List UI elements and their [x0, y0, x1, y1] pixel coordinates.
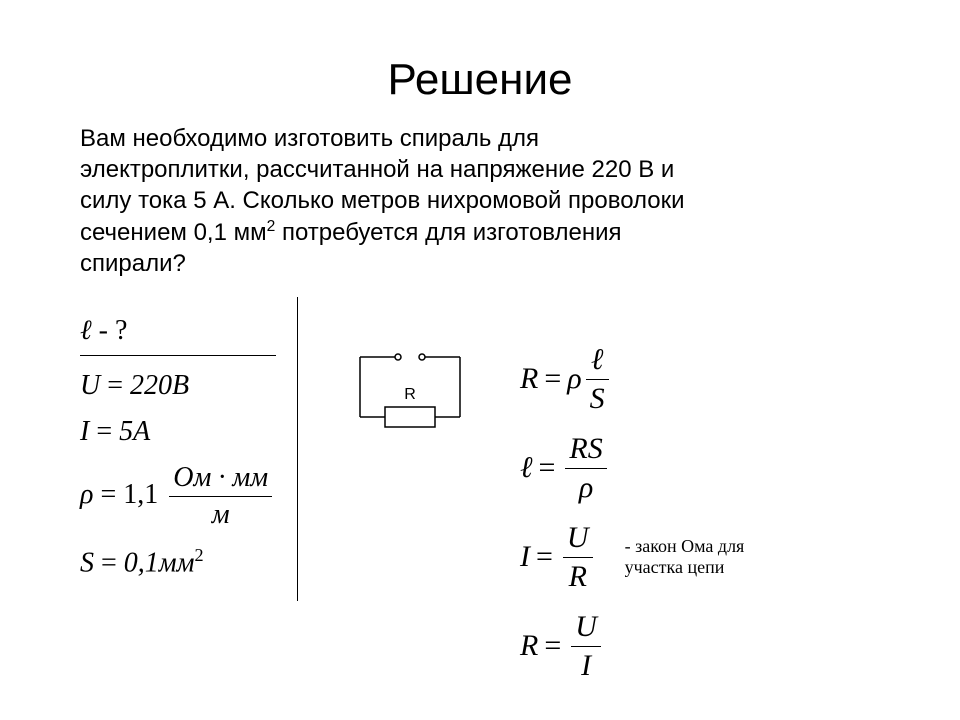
problem-line: электроплитки, рассчитанной на напряжени… [80, 156, 674, 183]
fraction: RS ρ [565, 432, 606, 505]
equals: = [544, 362, 561, 396]
formula-column: R = ρ ℓ S ℓ = RS ρ I = [520, 327, 744, 699]
lhs: R [520, 362, 538, 396]
equals: = [96, 416, 112, 447]
formula-ell: ℓ = RS ρ [520, 432, 744, 505]
denominator: м [169, 497, 272, 531]
numerator: U [563, 521, 593, 558]
superscript: 2 [195, 545, 204, 565]
numerator: ℓ [586, 343, 609, 380]
equals: = [539, 451, 556, 485]
formula-R-from-UI: R = U I [520, 610, 744, 683]
S-value: 0,1мм [117, 547, 195, 578]
lhs: ℓ [520, 451, 533, 485]
problem-line: спирали? [80, 250, 186, 277]
fraction: U I [571, 610, 601, 683]
resistor-label: R [404, 386, 416, 403]
superscript: 2 [267, 218, 276, 235]
denominator: S [586, 380, 609, 416]
given-list: ℓ - ? U = 220B I = 5A ρ = 1,1 Ом · мм м … [80, 297, 298, 601]
fraction: ℓ S [586, 343, 609, 416]
numerator: Ом · мм [169, 462, 272, 497]
fraction: U R [563, 521, 593, 594]
lhs: R [520, 629, 538, 663]
equals: = [544, 629, 561, 663]
problem-line: Вам необходимо изготовить спираль для [80, 125, 539, 152]
note-line: - закон Ома для [625, 536, 745, 556]
denominator: I [571, 647, 601, 683]
lhs: U [80, 370, 107, 401]
rhs: 5A [112, 416, 150, 447]
rhs: 220B [123, 370, 189, 401]
given-row-rho: ρ = 1,1 Ом · мм м [80, 462, 276, 531]
lhs: I [80, 416, 96, 447]
lhs: I [520, 540, 530, 574]
formula-ohm-law: I = U R - закон Ома для участка цепи [520, 521, 744, 594]
rho-value: 1,1 [116, 479, 158, 510]
circuit-diagram: R [340, 337, 480, 457]
ell-symbol: ℓ [80, 315, 92, 346]
page-title: Решение [80, 55, 880, 105]
problem-line: сечением 0,1 мм [80, 219, 267, 246]
lhs: ρ [80, 479, 100, 510]
numerator: RS [565, 432, 606, 469]
given-row-U: U = 220B [80, 370, 276, 402]
problem-text: Вам необходимо изготовить спираль для эл… [80, 123, 880, 279]
equals: = [100, 479, 116, 510]
page: Решение Вам необходимо изготовить спирал… [0, 0, 960, 720]
note-line: участка цепи [625, 557, 725, 577]
given-row-I: I = 5A [80, 416, 276, 448]
unknown-rest: - ? [92, 315, 128, 346]
equals: = [101, 547, 117, 578]
circuit-svg: R [340, 337, 480, 447]
equals: = [107, 370, 123, 401]
equals: = [536, 540, 553, 574]
denominator: ρ [565, 469, 606, 505]
problem-line: силу тока 5 А. Сколько метров нихромовой… [80, 187, 685, 214]
unknown-row: ℓ - ? [80, 315, 276, 356]
problem-line: потребуется для изготовления [275, 219, 621, 246]
given-block: ℓ - ? U = 220B I = 5A ρ = 1,1 Ом · мм м … [80, 297, 298, 601]
formula-R-rho: R = ρ ℓ S [520, 343, 744, 416]
ohm-law-note: - закон Ома для участка цепи [625, 536, 745, 579]
lhs: S [80, 547, 101, 578]
fraction: Ом · мм м [169, 462, 272, 531]
denominator: R [563, 558, 593, 594]
numerator: U [571, 610, 601, 647]
work-area: ℓ - ? U = 220B I = 5A ρ = 1,1 Ом · мм м … [80, 297, 880, 601]
rho: ρ [567, 362, 581, 396]
given-row-S: S = 0,1мм2 [80, 545, 276, 579]
vertical-divider [297, 297, 298, 601]
